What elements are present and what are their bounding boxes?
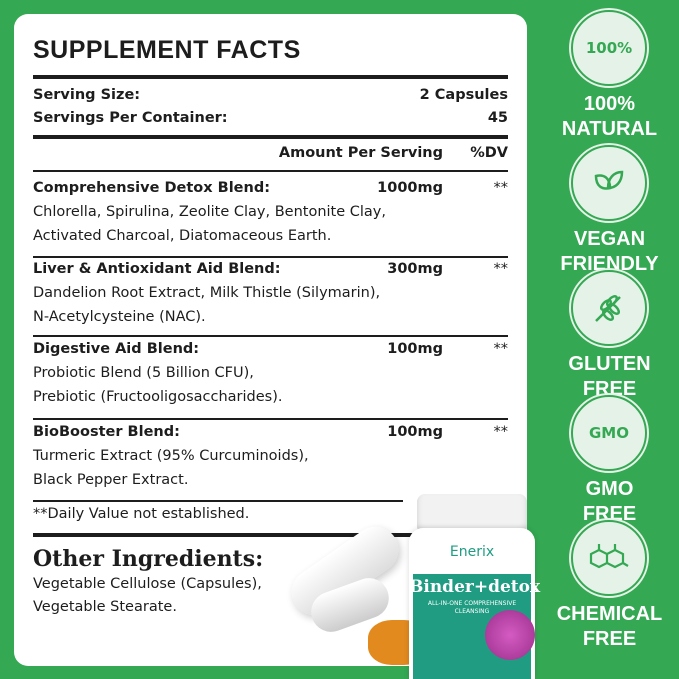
dv-header: %DV — [470, 145, 508, 161]
badge-label-line: VEGAN — [573, 228, 646, 250]
bottle-tagline: ALL-IN-ONE COMPREHENSIVE CLEANSING — [427, 600, 517, 615]
divider — [33, 533, 508, 537]
badge-label-line: FRIENDLY — [560, 253, 659, 275]
blend-ingredients: Dandelion Root Extract, Milk Thistle (Si… — [33, 285, 381, 301]
blend-dv: ** — [493, 424, 509, 440]
bottle-brand: Enerix — [449, 544, 495, 560]
badge-label: GMO FREE — [540, 477, 679, 527]
serving-size-label: Serving Size: — [33, 87, 141, 103]
divider — [33, 418, 508, 420]
divider — [33, 335, 508, 337]
blend-name: Digestive Aid Blend: — [33, 341, 200, 357]
badge-label-line: FREE — [582, 503, 637, 525]
blend-amount: 1000mg — [377, 180, 443, 196]
blend-name: BioBooster Blend: — [33, 424, 180, 440]
amount-header: Amount Per Serving — [278, 145, 443, 161]
divider — [33, 500, 403, 502]
blend-dv: ** — [493, 341, 509, 357]
blend-dv: ** — [493, 261, 509, 277]
badge-label-line: FREE — [582, 378, 637, 400]
leaf-icon — [571, 145, 647, 221]
serving-size-value: 2 Capsules — [419, 87, 508, 103]
servings-value: 45 — [487, 110, 508, 126]
molecule-icon — [571, 520, 647, 596]
badge-label: GLUTEN FREE — [540, 352, 679, 402]
divider — [33, 170, 508, 172]
blend-name: Liver & Antioxidant Aid Blend: — [33, 261, 281, 277]
blend-name: Comprehensive Detox Blend: — [33, 180, 271, 196]
footnote: **Daily Value not established. — [33, 506, 250, 522]
blend-ingredients: N-Acetylcysteine (NAC). — [33, 309, 206, 325]
blend-amount: 100mg — [387, 424, 443, 440]
badge-label: 100% NATURAL — [540, 92, 679, 142]
facts-title: SUPPLEMENT FACTS — [33, 36, 301, 64]
divider — [33, 75, 508, 79]
blend-ingredients: Turmeric Extract (95% Curcuminoids), — [33, 448, 309, 464]
bottle-name: Binder+detox — [409, 577, 541, 597]
badge-label-line: FREE — [582, 628, 637, 650]
100-percent-icon: 100% — [571, 10, 647, 86]
servings-label: Servings Per Container: — [33, 110, 228, 126]
badge-label-line: NATURAL — [561, 118, 658, 140]
other-ingredients-title: Other Ingredients: — [33, 546, 264, 572]
gmo-icon: GMO — [571, 395, 647, 471]
badge-label-line: GLUTEN — [568, 353, 651, 375]
blend-ingredients: Chlorella, Spirulina, Zeolite Clay, Bent… — [33, 204, 386, 220]
blend-dv: ** — [493, 180, 509, 196]
badge-label: VEGAN FRIENDLY — [540, 227, 679, 277]
other-ingredient: Vegetable Stearate. — [33, 599, 177, 615]
badge-label-line: GMO — [585, 478, 634, 500]
blend-amount: 100mg — [387, 341, 443, 357]
badge-text: 100% — [585, 39, 633, 57]
divider — [33, 256, 508, 258]
badge-text: GMO — [589, 424, 629, 442]
blend-ingredients: Activated Charcoal, Diatomaceous Earth. — [33, 228, 332, 244]
other-ingredient: Vegetable Cellulose (Capsules), — [33, 576, 262, 592]
badge-label-line: CHEMICAL — [556, 603, 663, 625]
blend-ingredients: Black Pepper Extract. — [33, 472, 189, 488]
blend-ingredients: Prebiotic (Fructooligosaccharides). — [33, 389, 283, 405]
blend-ingredients: Probiotic Blend (5 Billion CFU), — [33, 365, 254, 381]
divider — [33, 135, 508, 139]
badge-label-line: 100% — [583, 93, 636, 115]
thistle-image — [485, 610, 535, 660]
wheat-icon — [571, 270, 647, 346]
badge-label: CHEMICAL FREE — [540, 602, 679, 652]
blend-amount: 300mg — [387, 261, 443, 277]
